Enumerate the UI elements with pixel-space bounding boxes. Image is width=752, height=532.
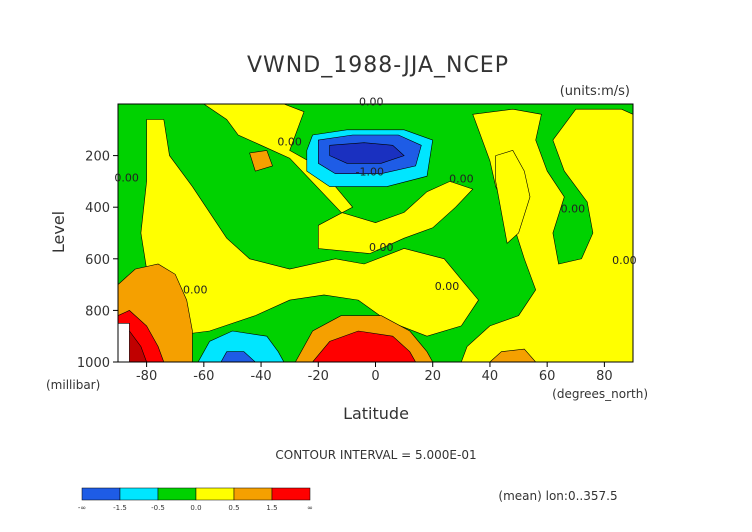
region-blue-left (220, 351, 256, 362)
colorbar-swatch (81, 487, 121, 501)
x-axis-label: Latitude (343, 404, 409, 423)
region-yellow-strip (495, 150, 531, 244)
contour-label: 0.00 (449, 173, 474, 186)
contour-labels: 0.00 0.00 -1.00 0.00 0.00 0.00 0.00 0.00 0.00 0.0… (114, 95, 636, 296)
y-tick-label: 800 (85, 304, 110, 319)
contour-label: 0.00 (561, 202, 586, 215)
y-tick-label: 1000 (77, 356, 110, 371)
y-axis-label: Level (49, 211, 68, 253)
colorbar-swatch (233, 487, 273, 501)
x-tick-label: -40 (250, 369, 271, 384)
colorbar-swatch (195, 487, 235, 501)
contour-label: 0.00 (277, 135, 302, 148)
contour-fills (118, 104, 633, 362)
contour-label: 0.00 (114, 171, 139, 184)
chart-title: VWND_1988-JJA_NCEP (247, 53, 509, 78)
region-orange-small (249, 150, 273, 172)
x-tick-label: 60 (539, 369, 556, 384)
region-red-center (312, 330, 416, 362)
colorbar-label: 1.5 (266, 504, 277, 512)
colorbar-label: 0.5 (228, 504, 239, 512)
region-orange-right (489, 348, 537, 362)
contour-label: 0.00 (183, 284, 208, 297)
contour-label: 0.00 (612, 254, 637, 267)
contour-label: 0.00 (369, 241, 394, 254)
contour-label: 0.00 (435, 280, 460, 293)
y-tick-label: 200 (85, 150, 110, 165)
mean-label: (mean) lon:0..357.5 (498, 489, 617, 503)
colorbar-label: -1.5 (113, 504, 127, 512)
colorbar: -∞ -1.5 -0.5 0.0 0.5 1.5 ∞ (78, 487, 313, 512)
x-tick-label: -20 (308, 369, 329, 384)
y-tick-label: 400 (85, 201, 110, 216)
axes: -80 -60 -40 -20 0 20 40 60 80 200 400 600 800 1000 (77, 150, 613, 384)
units-label: (units:m/s) (560, 84, 630, 99)
x-tick-label: -60 (193, 369, 214, 384)
x-tick-label: 20 (424, 369, 441, 384)
contour-label: -1.00 (356, 166, 384, 179)
x-tick-label: -80 (136, 369, 157, 384)
region-yellow-upper (203, 104, 474, 254)
contour-interval-label: CONTOUR INTERVAL = 5.000E-01 (275, 448, 476, 462)
colorbar-label: -∞ (78, 504, 86, 512)
colorbar-swatch (157, 487, 197, 501)
region-darkblue-core (329, 142, 405, 164)
x-tick-label: 80 (596, 369, 613, 384)
contour-label: 0.00 (359, 95, 384, 108)
y-tick-label: 600 (85, 253, 110, 268)
colorbar-label: ∞ (307, 504, 313, 512)
y-unit-label: (millibar) (46, 378, 100, 392)
colorbar-label: 0.0 (190, 504, 201, 512)
x-unit-label: (degrees_north) (552, 387, 648, 401)
x-tick-label: 40 (482, 369, 499, 384)
region-cyan-left (197, 330, 285, 362)
colorbar-label: -0.5 (151, 504, 165, 512)
colorbar-swatch (119, 487, 159, 501)
region-missing (118, 323, 130, 362)
x-tick-label: 0 (371, 369, 379, 384)
colorbar-swatch (271, 487, 311, 501)
